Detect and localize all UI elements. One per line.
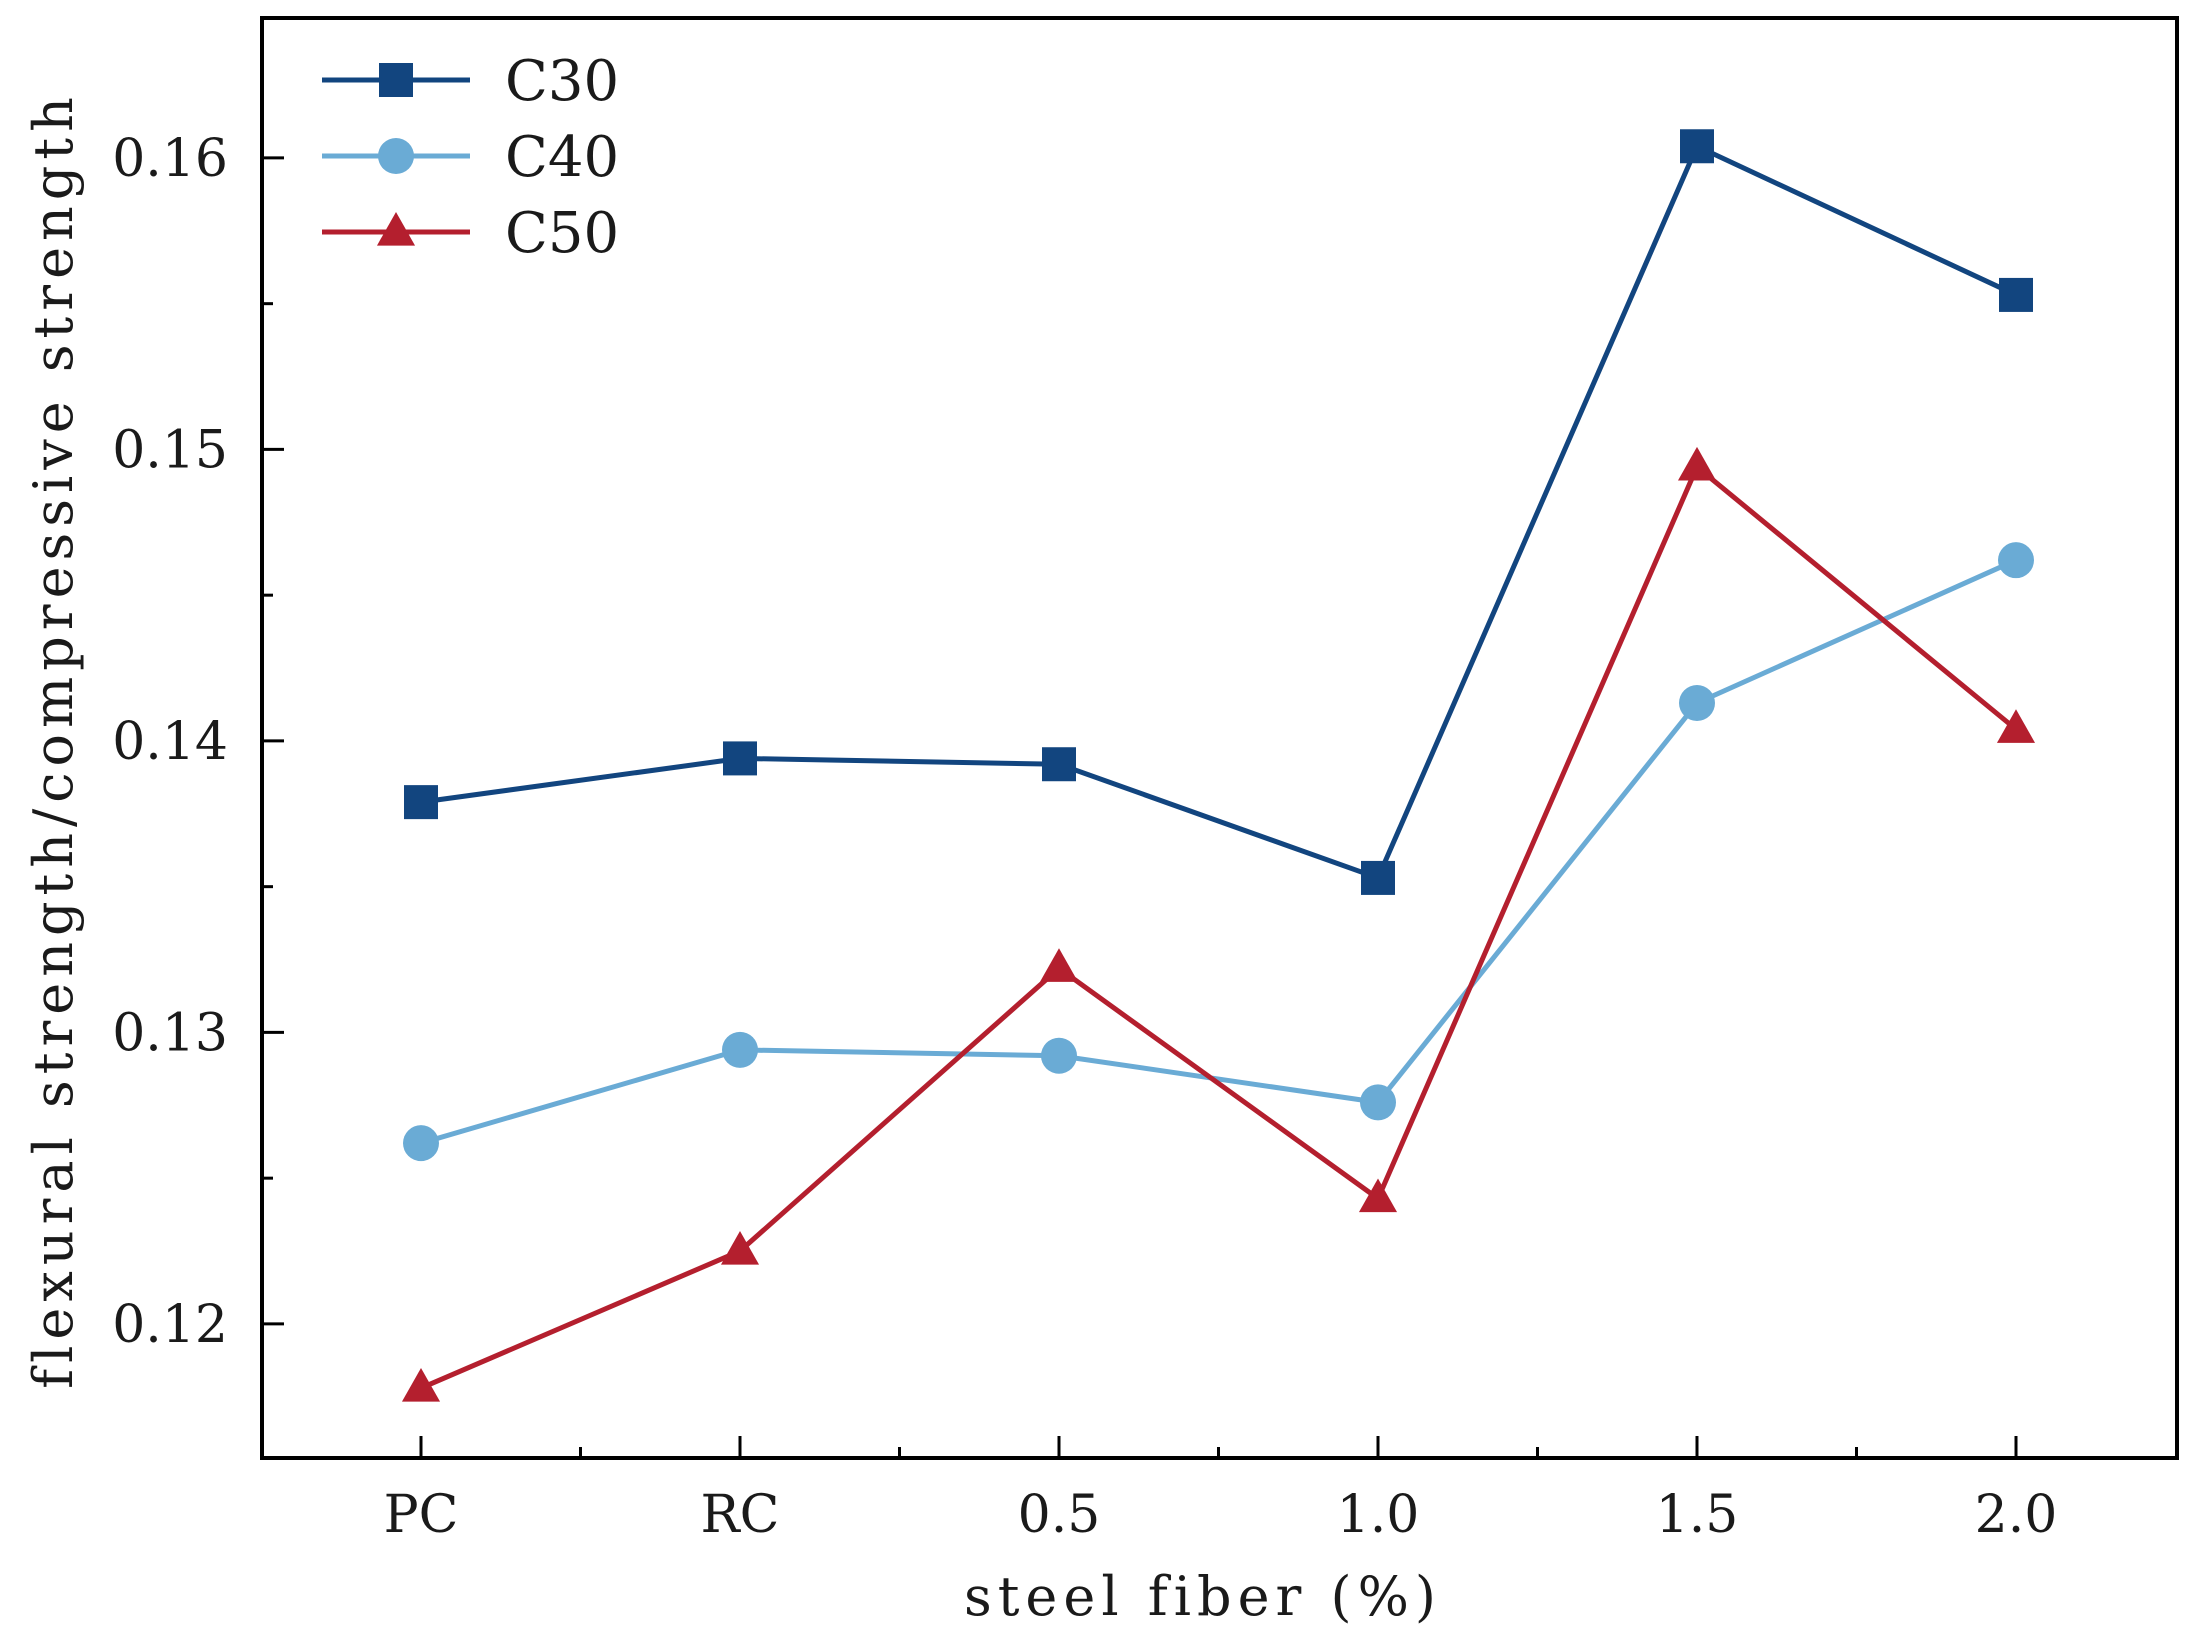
point-c50-1-0	[1358, 1178, 1398, 1213]
point-c30-rc	[723, 741, 757, 776]
y-tick-label-0-14: 0.14	[112, 712, 228, 772]
point-c30-1-5	[1680, 129, 1714, 164]
point-c30-1-0	[1361, 860, 1395, 895]
point-c40-1-5	[1679, 685, 1715, 722]
x-axis-title: steel fiber (%)	[964, 1565, 1442, 1628]
y-tick-label-0-13: 0.13	[112, 1003, 228, 1063]
point-c50-1-5	[1677, 446, 1717, 481]
y-tick-label-0-16: 0.16	[112, 129, 228, 189]
point-c30-2-0	[1999, 277, 2033, 312]
line-c40	[420, 557, 2018, 1146]
x-tick-label-1-5: 1.5	[1656, 1485, 1739, 1545]
legend-marker-c40	[378, 138, 414, 174]
legend-item-c30: C30	[322, 49, 619, 114]
x-tick-label-rc: RC	[701, 1485, 780, 1545]
series-c30	[404, 129, 2033, 895]
point-c50-2-0	[1996, 709, 2036, 743]
point-c40-1-0	[1360, 1084, 1396, 1121]
point-c30-0-5	[1042, 747, 1076, 782]
point-c30-pc	[404, 785, 438, 820]
legend-label-c30: C30	[505, 49, 619, 114]
y-axis-title: flexural strength/compressive strength	[22, 91, 85, 1389]
y-tick-label-0-15: 0.15	[112, 420, 228, 480]
series-c50	[401, 446, 2036, 1402]
x-tick-label-0-5: 0.5	[1018, 1485, 1101, 1545]
legend-item-c50: C50	[322, 201, 619, 266]
y-axis: 0.12 0.13 0.14 0.15 0.16	[112, 129, 284, 1355]
point-c50-pc	[401, 1368, 441, 1402]
point-c50-rc	[720, 1231, 760, 1265]
legend-marker-c50	[376, 211, 416, 246]
point-c40-0-5	[1041, 1037, 1077, 1074]
legend-label-c50: C50	[505, 201, 619, 266]
x-tick-label-pc: PC	[384, 1485, 459, 1545]
legend-item-c40: C40	[322, 125, 619, 190]
point-c40-rc	[722, 1031, 758, 1068]
series-c40	[403, 542, 2034, 1162]
legend-label-c40: C40	[505, 125, 619, 190]
point-c40-2-0	[1998, 542, 2034, 579]
legend: C30 C40 C50	[322, 49, 619, 266]
point-c40-pc	[403, 1125, 439, 1162]
legend-marker-c30	[379, 63, 413, 97]
series-layer	[401, 129, 2036, 1402]
x-tick-label-1-0: 1.0	[1337, 1485, 1420, 1545]
x-axis: PC RC 0.5 1.0 1.5 2.0	[384, 1436, 2058, 1545]
x-tick-label-2-0: 2.0	[1975, 1485, 2058, 1545]
point-c50-0-5	[1039, 948, 1079, 982]
y-tick-label-0-12: 0.12	[112, 1295, 228, 1355]
line-c50	[420, 464, 2018, 1391]
line-c30	[420, 143, 2018, 881]
